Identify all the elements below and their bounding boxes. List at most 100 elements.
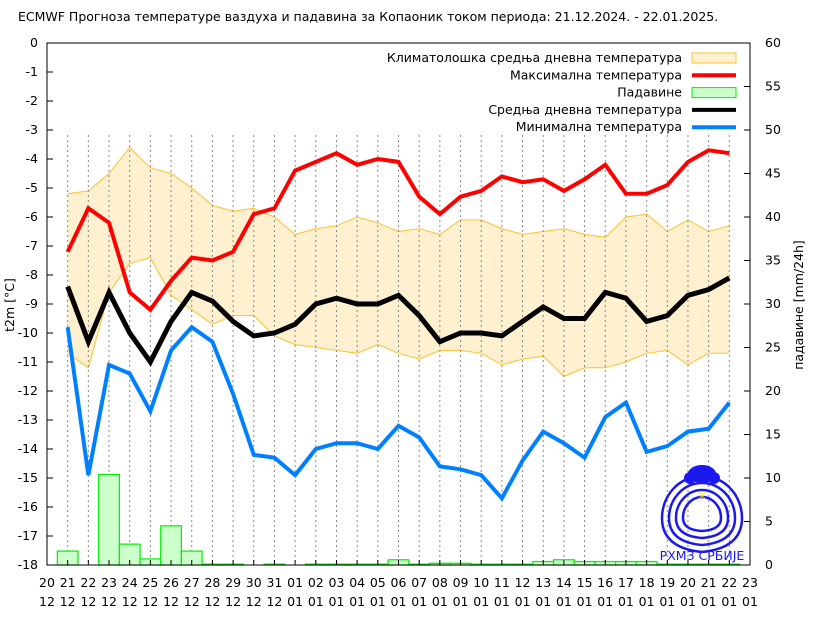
y2-tick-label: 60 bbox=[765, 35, 781, 50]
x-tick-month: 01 bbox=[721, 594, 737, 609]
x-tick-day: 24 bbox=[122, 575, 138, 590]
y-tick-label: 0 bbox=[30, 35, 38, 50]
x-tick-month: 12 bbox=[266, 594, 282, 609]
y2-tick-label: 45 bbox=[765, 166, 781, 181]
y-tick-label: -3 bbox=[26, 122, 38, 137]
x-tick-month: 01 bbox=[742, 594, 758, 609]
legend-label: Климатолошка средња дневна температура bbox=[387, 50, 682, 65]
x-tick-month: 01 bbox=[349, 594, 365, 609]
x-tick-day: 22 bbox=[80, 575, 96, 590]
x-tick-day: 23 bbox=[101, 575, 117, 590]
x-tick-day: 23 bbox=[742, 575, 758, 590]
y-tick-label: -4 bbox=[26, 151, 39, 166]
x-tick-month: 12 bbox=[60, 594, 76, 609]
y-tick-label: -14 bbox=[18, 441, 38, 456]
x-tick-day: 07 bbox=[411, 575, 427, 590]
x-tick-month: 01 bbox=[577, 594, 593, 609]
y-tick-label: -8 bbox=[26, 267, 39, 282]
y-tick-label: -1 bbox=[26, 64, 38, 79]
rhmz-logo: ✳ РХМЗ СРБИЈЕ bbox=[660, 465, 745, 563]
x-tick-day: 14 bbox=[556, 575, 572, 590]
x-tick-month: 01 bbox=[659, 594, 675, 609]
x-tick-month: 01 bbox=[432, 594, 448, 609]
x-tick-month: 01 bbox=[411, 594, 427, 609]
x-tick-day: 15 bbox=[577, 575, 593, 590]
x-tick-month: 01 bbox=[494, 594, 510, 609]
x-tick-month: 12 bbox=[204, 594, 220, 609]
x-tick-month: 01 bbox=[287, 594, 303, 609]
y2-tick-label: 30 bbox=[765, 296, 781, 311]
x-tick-month: 01 bbox=[680, 594, 696, 609]
legend-label: Средња дневна температура bbox=[488, 102, 682, 117]
x-tick-day: 03 bbox=[329, 575, 345, 590]
x-tick-month: 12 bbox=[80, 594, 96, 609]
x-tick-month: 01 bbox=[453, 594, 469, 609]
y-tick-label: -16 bbox=[18, 499, 38, 514]
x-tick-day: 19 bbox=[659, 575, 675, 590]
x-tick-month: 12 bbox=[122, 594, 138, 609]
x-tick-month: 01 bbox=[329, 594, 345, 609]
x-tick-month: 12 bbox=[184, 594, 200, 609]
series-line-0 bbox=[65, 148, 730, 313]
x-tick-month: 01 bbox=[535, 594, 551, 609]
y2-tick-label: 15 bbox=[765, 427, 781, 442]
x-tick-month: 01 bbox=[618, 594, 634, 609]
legend-label: Минимална температура bbox=[516, 119, 682, 134]
y-tick-label: -13 bbox=[18, 412, 38, 427]
x-tick-day: 06 bbox=[391, 575, 407, 590]
x-tick-day: 01 bbox=[287, 575, 303, 590]
x-tick-day: 22 bbox=[721, 575, 737, 590]
x-tick-month: 12 bbox=[225, 594, 241, 609]
series-line-1 bbox=[65, 275, 731, 367]
x-tick-day: 20 bbox=[680, 575, 696, 590]
x-tick-day: 25 bbox=[142, 575, 158, 590]
y2-tick-label: 0 bbox=[765, 557, 773, 572]
x-tick-month: 01 bbox=[308, 594, 324, 609]
y2-tick-label: 40 bbox=[765, 209, 781, 224]
x-tick-day: 21 bbox=[701, 575, 717, 590]
x-tick-day: 27 bbox=[184, 575, 200, 590]
x-tick-day: 11 bbox=[494, 575, 510, 590]
y-axis-label: t2m [°C] bbox=[2, 278, 17, 332]
y-tick-label: -17 bbox=[18, 528, 38, 543]
logo-text: РХМЗ СРБИЈЕ bbox=[660, 548, 745, 563]
legend-label: Падавине bbox=[617, 85, 682, 100]
y2-tick-label: 5 bbox=[765, 514, 773, 529]
x-tick-day: 16 bbox=[597, 575, 613, 590]
y-tick-label: -7 bbox=[26, 238, 38, 253]
legend: Климатолошка средња дневна температура Ма… bbox=[387, 50, 737, 134]
y2-tick-label: 20 bbox=[765, 383, 781, 398]
x-tick-day: 18 bbox=[639, 575, 655, 590]
x-tick-month: 12 bbox=[39, 594, 55, 609]
x-tick-month: 01 bbox=[473, 594, 489, 609]
x-tick-day: 26 bbox=[163, 575, 179, 590]
x-tick-month: 01 bbox=[701, 594, 717, 609]
y-tick-label: -12 bbox=[18, 383, 38, 398]
x-tick-day: 12 bbox=[515, 575, 531, 590]
x-tick-day: 21 bbox=[60, 575, 76, 590]
y-tick-label: -11 bbox=[18, 354, 38, 369]
x-tick-day: 05 bbox=[370, 575, 386, 590]
y-tick-label: -5 bbox=[26, 180, 38, 195]
precip-bar bbox=[160, 525, 182, 566]
x-tick-day: 28 bbox=[204, 575, 220, 590]
y-tick-label: -18 bbox=[18, 557, 38, 572]
y-tick-label: -10 bbox=[18, 325, 38, 340]
x-tick-month: 01 bbox=[597, 594, 613, 609]
y2-tick-label: 55 bbox=[765, 79, 781, 94]
x-tick-day: 13 bbox=[535, 575, 551, 590]
x-tick-month: 01 bbox=[556, 594, 572, 609]
x-tick-day: 30 bbox=[246, 575, 262, 590]
y-tick-label: -2 bbox=[26, 93, 38, 108]
series-line-2 bbox=[65, 324, 731, 502]
x-tick-month: 12 bbox=[101, 594, 117, 609]
x-tick-month: 01 bbox=[391, 594, 407, 609]
x-tick-month: 01 bbox=[370, 594, 386, 609]
chart-title: ECMWF Прогноза температуре ваздуха и пад… bbox=[18, 9, 718, 24]
x-tick-month: 12 bbox=[163, 594, 179, 609]
legend-label: Максимална температура bbox=[510, 67, 682, 82]
x-tick-month: 12 bbox=[246, 594, 262, 609]
x-tick-month: 12 bbox=[142, 594, 158, 609]
x-tick-day: 02 bbox=[308, 575, 324, 590]
